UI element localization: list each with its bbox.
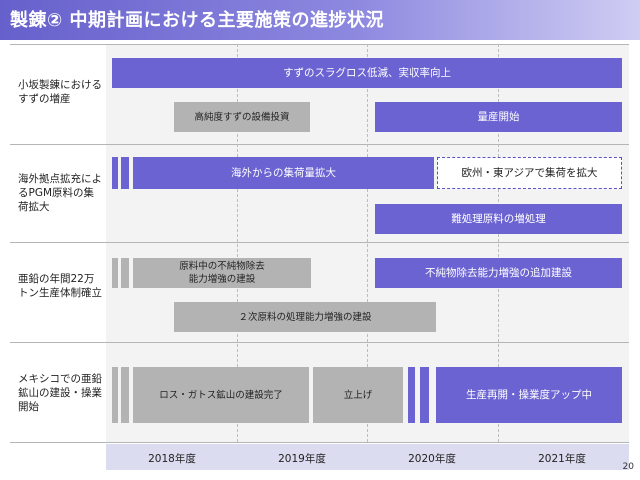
year-guide-line bbox=[498, 44, 499, 442]
year-label-2019: 2019年度 bbox=[278, 453, 326, 465]
row-divider bbox=[10, 442, 629, 443]
bar-mass-production-start: 量産開始 bbox=[375, 102, 622, 132]
year-label-2021: 2021年度 bbox=[538, 453, 586, 465]
bar-impurity-removal-construction: 原料中の不純物除去 能力増強の建設 bbox=[133, 258, 311, 288]
bar-additional-impurity-removal: 不純物除去能力増強の追加建設 bbox=[375, 258, 622, 288]
bar-label: 量産開始 bbox=[477, 110, 520, 123]
bar-label: ２次原料の処理能力増強の建設 bbox=[238, 311, 372, 323]
bar-label: ロス・ガトス鉱山の建設完了 bbox=[159, 389, 283, 401]
bar-label: 欧州・東アジアで集荷を拡大 bbox=[461, 166, 598, 179]
bar-label: 高純度すずの設備投資 bbox=[194, 111, 290, 123]
year-label-2018: 2018年度 bbox=[148, 453, 196, 465]
bar-stub bbox=[112, 367, 118, 423]
bar-secondary-material-capacity: ２次原料の処理能力増強の建設 bbox=[174, 302, 436, 332]
bar-stub bbox=[112, 258, 118, 288]
bar-stub bbox=[121, 258, 129, 288]
row-divider bbox=[10, 144, 629, 145]
bar-startup: 立上げ bbox=[313, 367, 403, 423]
row-label-mexico-mine: メキシコでの亜鉛鉱山の建設・操業開始 bbox=[18, 373, 102, 413]
slide-title: 製錬② 中期計画における主要施策の進捗状況 bbox=[10, 10, 385, 31]
bar-tin-slag-loss-reduction: すずのスラグロス低減、実収率向上 bbox=[112, 58, 622, 88]
bar-label-line-2: 能力増強の建設 bbox=[188, 274, 256, 285]
year-axis-band bbox=[106, 444, 629, 470]
bar-europe-east-asia-expansion: 欧州・東アジアで集荷を拡大 bbox=[437, 157, 622, 189]
bar-stub bbox=[121, 157, 129, 189]
bar-difficult-material-processing: 難処理原料の増処理 bbox=[375, 204, 622, 234]
year-label-2020: 2020年度 bbox=[408, 453, 456, 465]
row-divider bbox=[10, 44, 629, 45]
bar-los-gatos-construction-complete: ロス・ガトス鉱山の建設完了 bbox=[133, 367, 309, 423]
bar-stub bbox=[121, 367, 129, 423]
bar-label: すずのスラグロス低減、実収率向上 bbox=[283, 66, 451, 79]
row-label-kosaka-tin: 小坂製錬におけるすずの増産 bbox=[18, 79, 102, 105]
bar-overseas-collection-expansion: 海外からの集荷量拡大 bbox=[133, 157, 434, 189]
bar-production-resumed: 生産再開・操業度アップ中 bbox=[436, 367, 622, 423]
bar-high-purity-tin-investment: 高純度すずの設備投資 bbox=[174, 102, 310, 132]
bar-label: 不純物除去能力増強の追加建設 bbox=[425, 266, 572, 279]
bar-stub bbox=[408, 367, 415, 423]
bar-label: 生産再開・操業度アップ中 bbox=[466, 388, 592, 401]
year-guide-line bbox=[367, 44, 368, 442]
row-label-zinc-production: 亜鉛の年間22万トン生産体制確立 bbox=[18, 273, 102, 299]
row-divider bbox=[10, 342, 629, 343]
page-number: 20 bbox=[622, 462, 634, 472]
bar-label: 難処理原料の増処理 bbox=[451, 212, 546, 225]
year-guide-line bbox=[237, 44, 238, 442]
bar-label: 海外からの集荷量拡大 bbox=[231, 166, 336, 179]
bar-label-line-1: 原料中の不純物除去 bbox=[179, 261, 265, 272]
row-label-pgm-collection: 海外拠点拡充によるPGM原料の集荷拡大 bbox=[18, 173, 102, 213]
bar-label: 立上げ bbox=[343, 389, 373, 401]
slide-header: 製錬② 中期計画における主要施策の進捗状況 bbox=[0, 0, 640, 40]
bar-stub bbox=[420, 367, 429, 423]
bar-stub bbox=[112, 157, 118, 189]
row-divider bbox=[10, 242, 629, 243]
